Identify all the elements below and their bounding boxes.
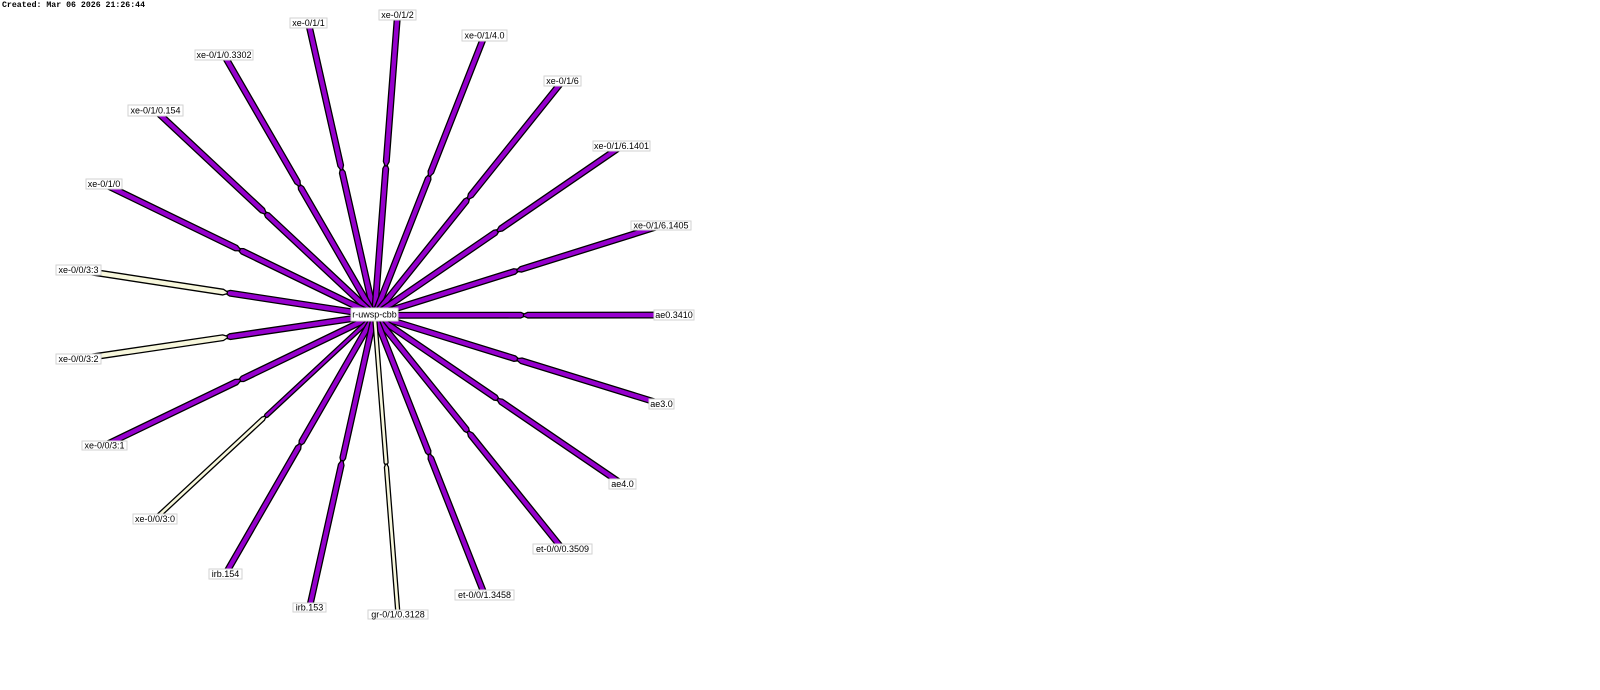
svg-text:irb.154: irb.154 <box>212 569 240 579</box>
svg-text:xe-0/1/6.1401: xe-0/1/6.1401 <box>594 141 649 151</box>
svg-text:xe-0/0/3:3: xe-0/0/3:3 <box>58 265 98 275</box>
svg-text:ae4.0: ae4.0 <box>611 479 634 489</box>
svg-text:ae0.3410: ae0.3410 <box>655 310 693 320</box>
svg-text:xe-0/1/4.0: xe-0/1/4.0 <box>464 31 504 41</box>
svg-text:xe-0/1/6: xe-0/1/6 <box>546 76 579 86</box>
svg-text:xe-0/1/0: xe-0/1/0 <box>88 179 121 189</box>
svg-text:irb.153: irb.153 <box>296 603 324 613</box>
svg-text:xe-0/1/0.3302: xe-0/1/0.3302 <box>196 50 251 60</box>
svg-text:ae3.0: ae3.0 <box>650 399 673 409</box>
svg-text:xe-0/0/3:2: xe-0/0/3:2 <box>58 354 98 364</box>
svg-text:r-uwsp-cbb: r-uwsp-cbb <box>352 310 397 320</box>
svg-text:xe-0/0/3:1: xe-0/0/3:1 <box>84 441 124 451</box>
svg-text:xe-0/1/0.154: xe-0/1/0.154 <box>130 106 180 116</box>
svg-text:Created: Mar 06 2026 21:26:44: Created: Mar 06 2026 21:26:44 <box>2 0 145 10</box>
svg-text:et-0/0/1.3458: et-0/0/1.3458 <box>458 590 511 600</box>
svg-text:xe-0/1/1: xe-0/1/1 <box>292 18 325 28</box>
svg-text:et-0/0/0.3509: et-0/0/0.3509 <box>536 544 589 554</box>
svg-text:xe-0/1/6.1405: xe-0/1/6.1405 <box>633 221 688 231</box>
svg-text:gr-0/1/0.3128: gr-0/1/0.3128 <box>371 610 425 620</box>
svg-text:xe-0/0/3:0: xe-0/0/3:0 <box>135 514 175 524</box>
svg-text:xe-0/1/2: xe-0/1/2 <box>381 10 414 20</box>
